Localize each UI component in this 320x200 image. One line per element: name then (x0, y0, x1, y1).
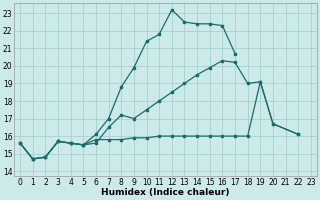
X-axis label: Humidex (Indice chaleur): Humidex (Indice chaleur) (101, 188, 230, 197)
